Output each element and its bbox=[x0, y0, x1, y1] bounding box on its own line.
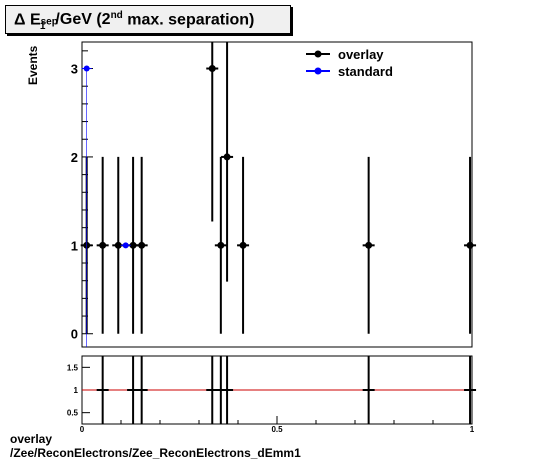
title-suffix: max. separation) bbox=[122, 11, 255, 29]
main-data-marks bbox=[80, 42, 477, 347]
y-tick-label: 0 bbox=[71, 327, 78, 342]
marker bbox=[208, 65, 216, 73]
title-prefix: Δ E bbox=[14, 11, 41, 29]
footer: overlay /Zee/ReconElectrons/Zee_ReconEle… bbox=[10, 432, 301, 460]
chart-title: Δ Esep1/GeV (2nd max. separation) bbox=[14, 10, 254, 32]
ratio-y-tick-label: 1.5 bbox=[67, 363, 79, 372]
title-middle: /GeV (2 bbox=[55, 11, 111, 29]
x-tick-label: 0 bbox=[80, 425, 85, 434]
overlay-point bbox=[221, 42, 234, 282]
legend-marker bbox=[314, 67, 322, 75]
y-tick-label: 1 bbox=[71, 238, 78, 253]
marker bbox=[239, 241, 247, 249]
ratio-point bbox=[221, 356, 234, 424]
y-tick-label: 2 bbox=[71, 150, 78, 165]
overlay-point bbox=[135, 156, 148, 334]
marker bbox=[114, 241, 122, 249]
overlay-point bbox=[362, 156, 375, 334]
x-tick-label: 1 bbox=[470, 425, 475, 434]
title-sub-1: 1 bbox=[39, 21, 46, 33]
main-frame-rect bbox=[81, 41, 473, 348]
overlay-point bbox=[214, 156, 227, 334]
main-plot-frame bbox=[81, 41, 473, 348]
ratio-point bbox=[135, 356, 148, 424]
main-y-axis: 0 1 2 3 bbox=[71, 50, 93, 342]
marker bbox=[217, 241, 225, 249]
marker bbox=[122, 242, 129, 249]
marker bbox=[138, 241, 146, 249]
x-tick-label: 0.5 bbox=[271, 425, 283, 434]
ratio-point bbox=[464, 356, 477, 424]
ratio-axes: 0.511.50 0.5 1 bbox=[67, 363, 475, 434]
marker bbox=[223, 153, 231, 161]
overlay-point bbox=[206, 42, 219, 222]
title-sup-sep: sep bbox=[40, 16, 58, 28]
ratio-point bbox=[362, 356, 375, 424]
footer-line-2: /Zee/ReconElectrons/Zee_ReconElectrons_d… bbox=[10, 446, 301, 460]
marker bbox=[466, 241, 474, 249]
ratio-point bbox=[96, 356, 109, 424]
ratio-data-marks bbox=[82, 356, 477, 424]
title-box: Δ Esep1/GeV (2nd max. separation) bbox=[5, 5, 291, 34]
legend-label-overlay: overlay bbox=[338, 47, 384, 62]
ratio-y-tick-label: 0.5 bbox=[67, 409, 79, 418]
marker bbox=[99, 241, 107, 249]
marker bbox=[365, 241, 373, 249]
marker bbox=[129, 241, 137, 249]
overlay-point bbox=[464, 156, 477, 334]
overlay-point bbox=[237, 156, 250, 334]
legend: overlay standard bbox=[306, 47, 393, 79]
title-sup-nd: nd bbox=[110, 10, 123, 21]
standard-point bbox=[120, 242, 131, 249]
overlay-point bbox=[96, 156, 109, 334]
legend-marker bbox=[314, 50, 322, 58]
footer-line-1: overlay bbox=[10, 432, 53, 446]
legend-label-standard: standard bbox=[338, 64, 393, 79]
y-tick-label: 3 bbox=[71, 62, 78, 77]
ratio-y-tick-label: 1 bbox=[74, 386, 79, 395]
y-axis-label: Events bbox=[26, 45, 40, 85]
overlay-point bbox=[112, 156, 125, 334]
